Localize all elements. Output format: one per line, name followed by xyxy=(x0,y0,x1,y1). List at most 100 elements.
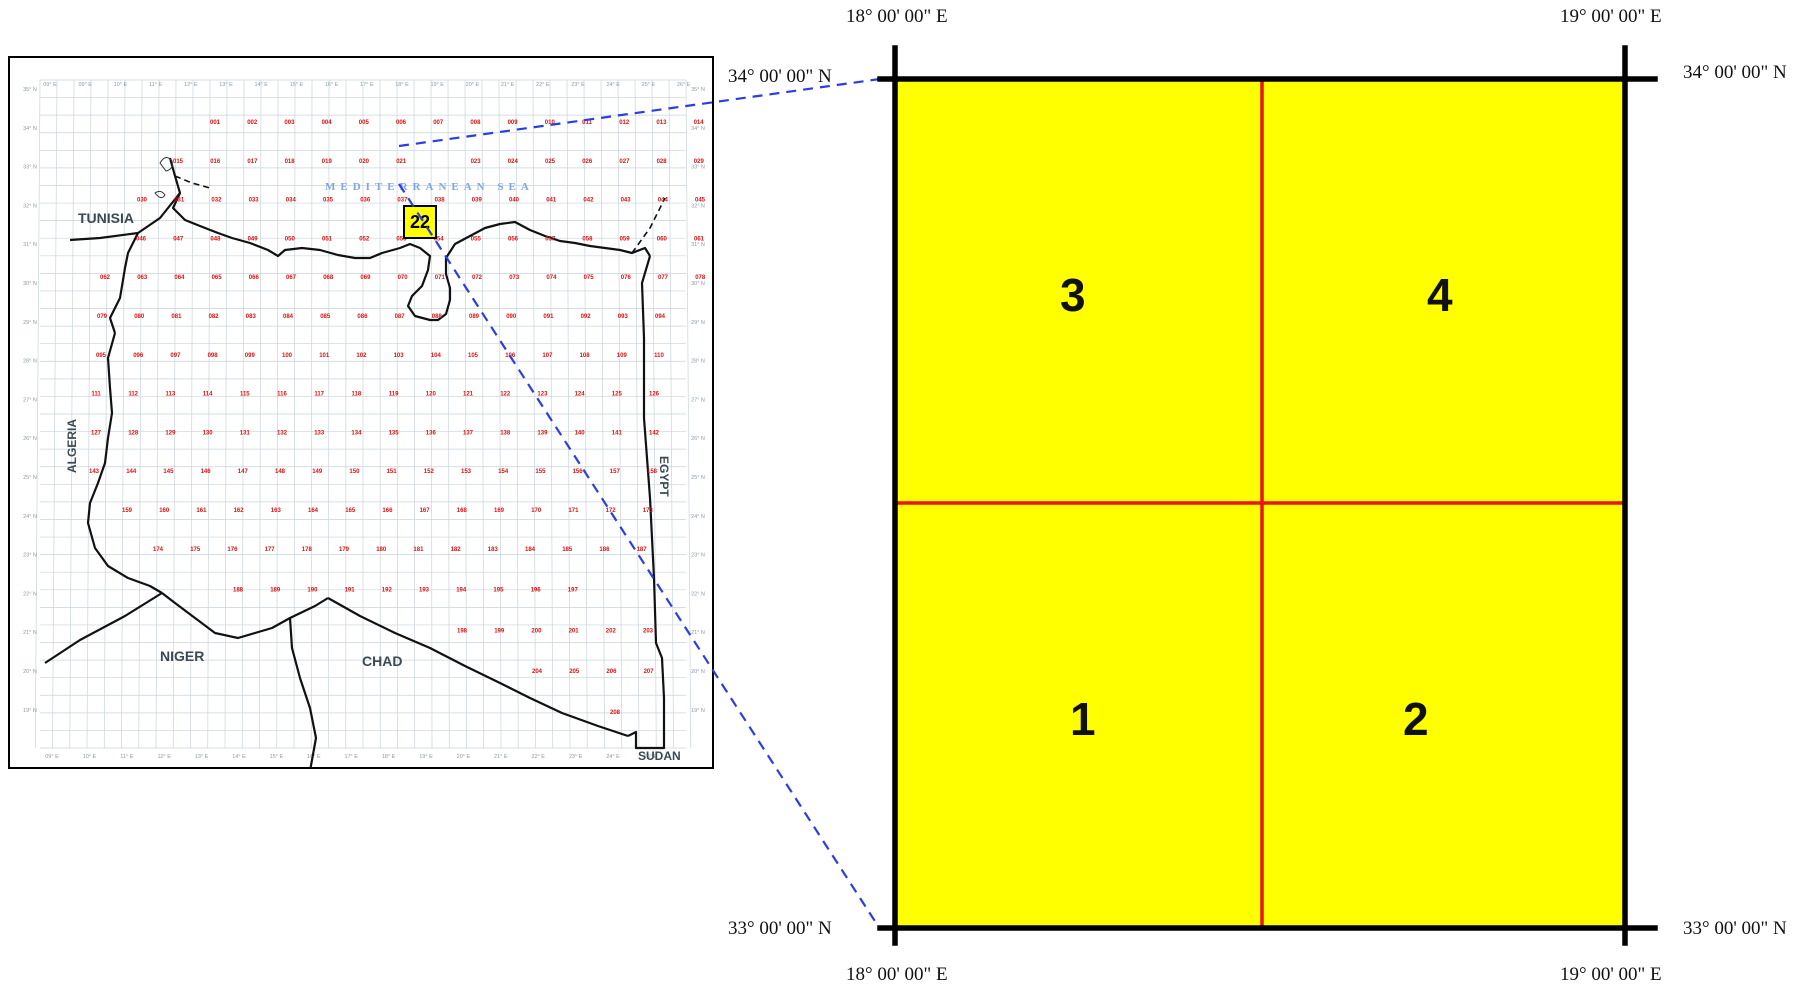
sheet-number[interactable]: 097 xyxy=(170,353,181,359)
sheet-number[interactable]: 123 xyxy=(537,392,548,398)
sheet-number[interactable]: 107 xyxy=(542,353,553,359)
sheet-number[interactable]: 192 xyxy=(382,588,393,594)
sheet-number[interactable]: 099 xyxy=(245,353,256,359)
sheet-number[interactable]: 009 xyxy=(508,120,519,126)
sheet-number[interactable]: 078 xyxy=(695,275,706,281)
sheet-number[interactable]: 024 xyxy=(508,159,519,165)
sheet-number[interactable]: 069 xyxy=(360,275,371,281)
sheet-number[interactable]: 084 xyxy=(283,314,294,320)
sheet-number[interactable]: 075 xyxy=(584,275,595,281)
sheet-number[interactable]: 171 xyxy=(568,508,579,514)
sheet-number[interactable]: 197 xyxy=(568,588,579,594)
sheet-number[interactable]: 060 xyxy=(657,236,668,242)
sheet-number[interactable]: 039 xyxy=(472,198,483,204)
sheet-number[interactable]: 159 xyxy=(122,508,133,514)
sheet-number[interactable]: 109 xyxy=(617,353,628,359)
sheet-number[interactable]: 083 xyxy=(246,314,257,320)
sheet-number[interactable]: 042 xyxy=(583,198,594,204)
sheet-number[interactable]: 052 xyxy=(359,236,370,242)
sheet-number[interactable]: 051 xyxy=(322,236,333,242)
sheet-number[interactable]: 121 xyxy=(463,392,474,398)
sheet-number[interactable]: 147 xyxy=(238,469,249,475)
sheet-number[interactable]: 134 xyxy=(351,430,362,436)
sheet-number[interactable]: 068 xyxy=(323,275,334,281)
sheet-number[interactable]: 066 xyxy=(249,275,260,281)
sheet-number[interactable]: 065 xyxy=(212,275,223,281)
sheet-number[interactable]: 110 xyxy=(654,353,664,359)
sheet-number[interactable]: 058 xyxy=(582,236,593,242)
sheet-number[interactable]: 188 xyxy=(233,588,244,594)
sheet-number[interactable]: 016 xyxy=(210,159,221,165)
sheet-number[interactable]: 086 xyxy=(357,314,368,320)
sheet-number[interactable]: 163 xyxy=(271,508,282,514)
sheet-number[interactable]: 030 xyxy=(137,198,148,204)
sheet-number[interactable]: 175 xyxy=(190,547,201,553)
sheet-number[interactable]: 177 xyxy=(265,547,276,553)
sheet-number[interactable]: 141 xyxy=(612,430,623,436)
sheet-number[interactable]: 143 xyxy=(89,469,100,475)
sheet-number[interactable]: 195 xyxy=(493,588,504,594)
sheet-number[interactable]: 183 xyxy=(488,547,499,553)
sheet-number[interactable]: 025 xyxy=(545,159,556,165)
sheet-number[interactable]: 115 xyxy=(240,392,250,398)
sheet-number[interactable]: 178 xyxy=(302,547,313,553)
sheet-number[interactable]: 135 xyxy=(389,430,400,436)
quadrant-4[interactable]: 4 xyxy=(1427,269,1453,321)
sheet-number[interactable]: 087 xyxy=(395,314,406,320)
quadrant-1[interactable]: 1 xyxy=(1070,693,1096,745)
sheet-number[interactable]: 047 xyxy=(173,236,184,242)
sheet-number[interactable]: 096 xyxy=(133,353,144,359)
highlighted-sheet-22[interactable]: 22 xyxy=(403,205,437,239)
sheet-number[interactable]: 012 xyxy=(619,120,630,126)
sheet-number[interactable]: 033 xyxy=(249,198,260,204)
sheet-number[interactable]: 076 xyxy=(621,275,632,281)
sheet-number[interactable]: 114 xyxy=(203,392,213,398)
sheet-number[interactable]: 173 xyxy=(643,508,654,514)
sheet-number[interactable]: 079 xyxy=(97,314,108,320)
sheet-number[interactable]: 208 xyxy=(610,710,621,716)
sheet-number[interactable]: 048 xyxy=(210,236,221,242)
sheet-number[interactable]: 131 xyxy=(240,430,251,436)
sheet-number[interactable]: 132 xyxy=(277,430,288,436)
sheet-number[interactable]: 179 xyxy=(339,547,350,553)
sheet-number[interactable]: 003 xyxy=(284,120,295,126)
sheet-number[interactable]: 094 xyxy=(655,314,666,320)
sheet-number[interactable]: 036 xyxy=(360,198,371,204)
sheet-number[interactable]: 207 xyxy=(644,669,655,675)
sheet-number[interactable]: 122 xyxy=(500,392,511,398)
sheet-number[interactable]: 001 xyxy=(210,120,221,126)
sheet-number[interactable]: 164 xyxy=(308,508,319,514)
quadrant-3[interactable]: 3 xyxy=(1060,269,1086,321)
sheet-number[interactable]: 169 xyxy=(494,508,505,514)
sheet-number[interactable]: 144 xyxy=(126,469,137,475)
sheet-number[interactable]: 154 xyxy=(498,469,509,475)
sheet-number[interactable]: 080 xyxy=(134,314,145,320)
sheet-number[interactable]: 198 xyxy=(457,628,468,634)
sheet-number[interactable]: 093 xyxy=(618,314,629,320)
sheet-number[interactable]: 041 xyxy=(546,198,557,204)
sheet-number[interactable]: 193 xyxy=(419,588,430,594)
quadrant-2[interactable]: 2 xyxy=(1403,693,1429,745)
sheet-number[interactable]: 146 xyxy=(201,469,212,475)
sheet-number[interactable]: 151 xyxy=(387,469,398,475)
sheet-number[interactable]: 034 xyxy=(286,198,297,204)
sheet-number[interactable]: 046 xyxy=(136,236,147,242)
sheet-number[interactable]: 157 xyxy=(610,469,621,475)
sheet-number[interactable]: 136 xyxy=(426,430,437,436)
sheet-number[interactable]: 205 xyxy=(569,669,580,675)
sheet-number[interactable]: 204 xyxy=(532,669,543,675)
sheet-number[interactable]: 140 xyxy=(575,430,586,436)
sheet-number[interactable]: 201 xyxy=(569,628,580,634)
sheet-number[interactable]: 166 xyxy=(382,508,393,514)
sheet-number[interactable]: 112 xyxy=(128,392,138,398)
sheet-number[interactable]: 152 xyxy=(424,469,435,475)
sheet-number[interactable]: 002 xyxy=(247,120,258,126)
sheet-number[interactable]: 145 xyxy=(163,469,174,475)
sheet-number[interactable]: 117 xyxy=(314,392,324,398)
sheet-number[interactable]: 148 xyxy=(275,469,286,475)
sheet-number[interactable]: 199 xyxy=(494,628,505,634)
sheet-number[interactable]: 187 xyxy=(637,547,648,553)
sheet-number[interactable]: 014 xyxy=(694,120,705,126)
sheet-number[interactable]: 049 xyxy=(248,236,259,242)
sheet-number[interactable]: 170 xyxy=(531,508,542,514)
